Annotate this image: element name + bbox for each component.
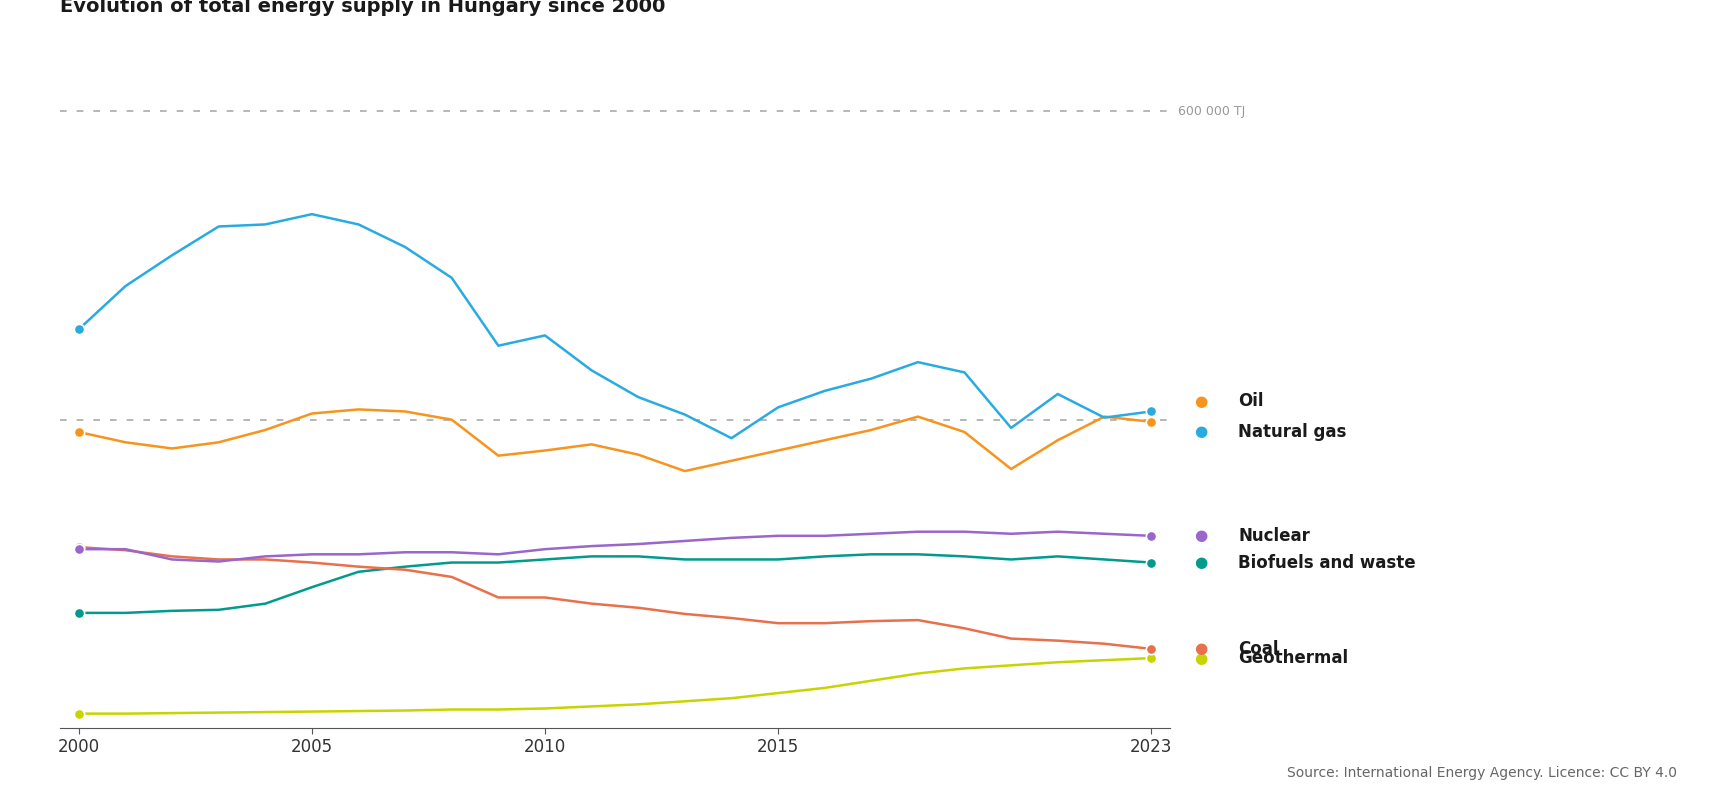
Text: Source: International Energy Agency. Licence: CC BY 4.0: Source: International Energy Agency. Lic… (1287, 766, 1677, 780)
Point (65, 541, 93, 554)
Text: Oil: Oil (1238, 393, 1264, 410)
Text: Biofuels and waste: Biofuels and waste (1238, 554, 1416, 571)
Text: ●: ● (1194, 528, 1207, 543)
Point (65, 426, 93, 438)
Text: ●: ● (1194, 424, 1207, 439)
Text: ●: ● (1194, 650, 1207, 666)
Text: Nuclear: Nuclear (1238, 527, 1311, 545)
Text: 600 000 TJ: 600 000 TJ (1178, 105, 1245, 118)
Text: ●: ● (1194, 555, 1207, 570)
Text: Geothermal: Geothermal (1238, 649, 1348, 667)
Point (65, 707, 93, 720)
Point (65, 542, 93, 555)
Text: Evolution of total energy supply in Hungary since 2000: Evolution of total energy supply in Hung… (60, 0, 666, 16)
Point (1137, 415, 1164, 428)
Text: ●: ● (1194, 642, 1207, 656)
Point (65, 323, 93, 336)
Text: Natural gas: Natural gas (1238, 423, 1347, 441)
Point (1137, 652, 1164, 665)
Text: Coal: Coal (1238, 640, 1280, 658)
Point (1137, 530, 1164, 542)
Text: ●: ● (1194, 394, 1207, 409)
Point (1137, 642, 1164, 655)
Point (1137, 556, 1164, 569)
Point (65, 606, 93, 619)
Point (1137, 405, 1164, 418)
